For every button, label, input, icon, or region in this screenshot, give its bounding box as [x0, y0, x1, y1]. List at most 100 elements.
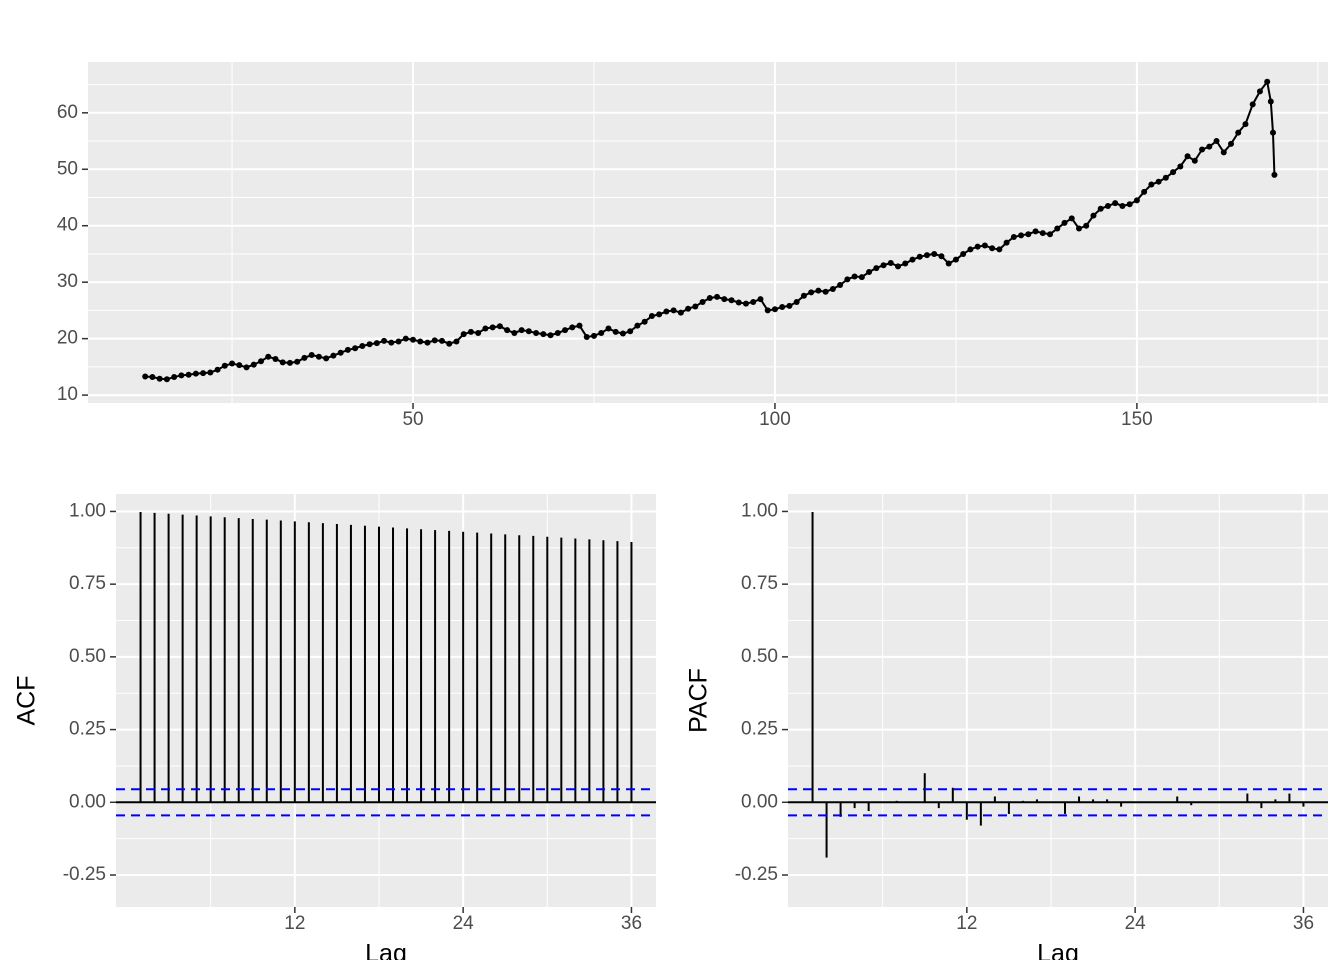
- y-tick-label: 1.00: [69, 500, 106, 521]
- x-tick-label: 36: [1293, 913, 1314, 934]
- x-tick-label: 12: [284, 913, 305, 934]
- series-point: [467, 328, 474, 335]
- series-point: [410, 336, 417, 343]
- series-point: [301, 354, 308, 361]
- series-point: [822, 288, 829, 295]
- series-point: [800, 292, 807, 299]
- series-point: [453, 338, 460, 345]
- series-point: [286, 359, 293, 366]
- series-point: [923, 252, 930, 259]
- y-tick-label: 60: [57, 102, 78, 123]
- series-point: [200, 370, 207, 377]
- plot-background: [788, 494, 1328, 907]
- series-point: [323, 355, 330, 362]
- plot-background: [88, 62, 1328, 403]
- series-point: [1126, 201, 1133, 208]
- series-point: [989, 245, 996, 252]
- series-point: [142, 373, 149, 380]
- series-point: [554, 329, 561, 336]
- series-point: [1206, 143, 1213, 150]
- series-point: [214, 366, 221, 373]
- series-point: [243, 364, 250, 371]
- x-tick-label: 36: [621, 913, 642, 934]
- series-point: [887, 259, 894, 266]
- series-point: [388, 339, 395, 346]
- series-point: [692, 303, 699, 310]
- series-point: [1097, 205, 1104, 212]
- series-point: [489, 324, 496, 331]
- series-point: [656, 311, 663, 318]
- series-point: [931, 250, 938, 257]
- series-point: [569, 324, 576, 331]
- series-point: [1199, 146, 1206, 153]
- series-point: [764, 307, 771, 314]
- series-point: [1075, 225, 1082, 232]
- series-point: [192, 370, 199, 377]
- series-point: [417, 338, 424, 345]
- series-point: [1104, 202, 1111, 209]
- series-point: [996, 246, 1003, 253]
- series-point: [171, 374, 178, 381]
- series-point: [771, 306, 778, 313]
- series-point: [402, 335, 409, 342]
- series-point: [952, 256, 959, 263]
- x-tick-label: 24: [453, 913, 475, 934]
- series-point: [236, 362, 243, 369]
- series-point: [590, 332, 597, 339]
- series-point: [858, 274, 865, 281]
- series-point: [1047, 231, 1054, 238]
- series-point: [149, 374, 156, 381]
- series-point: [641, 318, 648, 325]
- series-point: [359, 342, 366, 349]
- x-tick-label: 50: [402, 409, 423, 430]
- series-point: [352, 345, 359, 352]
- series-point: [1133, 197, 1140, 204]
- series-point: [424, 339, 431, 346]
- series-point: [916, 253, 923, 260]
- series-point: [576, 322, 583, 329]
- series-point: [265, 353, 272, 360]
- series-point: [837, 282, 844, 289]
- series-point: [648, 313, 655, 320]
- x-tick-label: 150: [1121, 409, 1153, 430]
- series-point: [974, 243, 981, 250]
- series-point: [475, 329, 482, 336]
- series-point: [1228, 140, 1235, 147]
- series-point: [829, 285, 836, 292]
- y-tick-label: -0.25: [735, 864, 778, 885]
- series-point: [844, 276, 851, 283]
- series-point: [735, 299, 742, 306]
- x-tick-label: 24: [1125, 913, 1147, 934]
- series-point: [1119, 202, 1126, 209]
- y-tick-label: -0.25: [63, 864, 106, 885]
- series-point: [1010, 234, 1017, 241]
- series-point: [308, 352, 315, 359]
- series-point: [518, 327, 525, 334]
- series-point: [504, 327, 511, 334]
- series-point: [851, 273, 858, 280]
- series-point: [1032, 228, 1039, 235]
- series-point: [728, 297, 735, 304]
- series-point: [1068, 215, 1075, 222]
- series-point: [743, 300, 750, 307]
- y-tick-label: 0.75: [69, 573, 106, 594]
- series-point: [185, 371, 192, 378]
- series-point: [496, 323, 503, 330]
- series-point: [685, 305, 692, 312]
- series-point: [583, 333, 590, 340]
- series-point: [786, 302, 793, 309]
- series-point: [793, 298, 800, 305]
- series-point: [1003, 239, 1010, 246]
- series-point: [207, 369, 214, 376]
- series-point: [627, 328, 634, 335]
- series-point: [1090, 212, 1097, 219]
- y-tick-label: 40: [57, 215, 78, 236]
- series-point: [815, 287, 822, 294]
- series-point: [460, 331, 467, 338]
- series-point: [677, 309, 684, 316]
- y-tick-label: 20: [57, 328, 78, 349]
- series-point: [562, 327, 569, 334]
- y-tick-label: 0.50: [69, 646, 106, 667]
- series-point: [1235, 129, 1242, 136]
- x-tick-label: 12: [956, 913, 977, 934]
